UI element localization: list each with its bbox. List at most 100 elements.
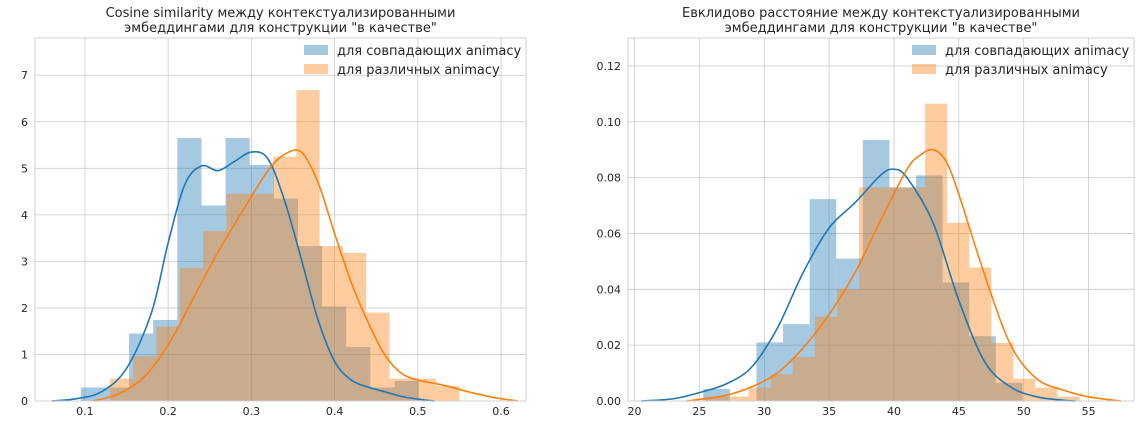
histogram-bar [858, 187, 881, 401]
y-tick-label: 2 [21, 302, 28, 315]
histogram-bar [792, 356, 815, 401]
histogram-bar [319, 246, 343, 401]
histogram-bar [346, 347, 371, 401]
x-tick-label: 45 [952, 405, 966, 418]
chart-panel-1: 20 25 30 35 40 45 50 55 0.00 0.02 0.04 0.06 0.08 0.10… [597, 6, 1135, 418]
plot-frame [34, 37, 527, 402]
x-tick-label: 0.2 [159, 405, 177, 418]
series-bars-0 [80, 138, 419, 402]
y-tick-label: 0.04 [597, 283, 622, 296]
histogram-bar [947, 222, 970, 401]
histogram-bar [322, 306, 347, 401]
histogram-bar [836, 289, 859, 401]
legend-swatch [912, 64, 936, 74]
kde-line-1 [686, 148, 1122, 402]
plot-frame [627, 37, 1135, 402]
histogram-bar [783, 324, 810, 401]
y-tick-label: 7 [21, 69, 28, 82]
histogram-bar [297, 246, 323, 401]
x-tick-label: 0.6 [492, 405, 510, 418]
series-bars-1 [704, 103, 1080, 401]
y-tick-label: 0.10 [597, 116, 622, 129]
x-tick-label: 40 [887, 405, 901, 418]
x-tick-label: 55 [1082, 405, 1096, 418]
histogram-bar [1057, 396, 1080, 401]
histogram-bar [881, 187, 904, 401]
kde-line-1 [93, 149, 518, 402]
histogram-bar [942, 282, 970, 401]
histogram-bar [925, 103, 948, 401]
series-bars-0 [703, 139, 1023, 401]
histogram-bar [814, 316, 837, 401]
legend-swatch [304, 64, 328, 74]
chart-title-line: эмбеддингами для конструкции "в качестве… [725, 21, 1038, 36]
histogram-bar [296, 90, 320, 401]
y-tick-label: 6 [21, 116, 28, 129]
histogram-bar [969, 336, 996, 401]
histogram-bar [179, 267, 204, 401]
x-tick-label: 20 [627, 405, 641, 418]
chart-title-line: Евклидово расстояние между контекстуализ… [682, 6, 1080, 21]
histogram-bar [249, 165, 274, 401]
histogram-bar [129, 333, 154, 401]
legend-label: для совпадающих animacy [337, 44, 521, 59]
x-tick-label: 0.3 [243, 405, 261, 418]
histogram-bar [201, 205, 226, 401]
histogram-bar [991, 342, 1014, 401]
histogram-bar [342, 253, 367, 401]
histogram-bar [177, 138, 202, 402]
x-tick-label: 0.4 [326, 405, 344, 418]
y-tick-label: 0.08 [597, 172, 622, 185]
kde-line-0 [640, 168, 1076, 402]
series-bars-1 [109, 90, 460, 401]
histogram-bar [225, 138, 250, 402]
y-tick-label: 0.00 [597, 395, 622, 408]
legend-swatch [912, 45, 936, 55]
histogram-bar [226, 193, 250, 401]
histogram-bar [412, 378, 437, 401]
y-tick-label: 5 [21, 162, 28, 175]
x-tick-label: 50 [1017, 405, 1031, 418]
histogram-bar [862, 139, 890, 401]
chart-title-line: эмбеддингами для конструкции "в качестве… [124, 21, 437, 36]
legend-label: для различных animacy [945, 63, 1108, 78]
y-tick-label: 0.12 [597, 60, 622, 73]
legend: для совпадающих animacy для различных ani… [912, 44, 1129, 78]
histogram-bar [436, 386, 460, 401]
histogram-bar [203, 231, 227, 401]
y-tick-label: 3 [21, 255, 28, 268]
x-tick-label: 35 [822, 405, 836, 418]
chart-title-line: Cosine similarity между контекстуализиро… [106, 6, 456, 21]
histogram-bar [273, 156, 297, 401]
y-tick-label: 0.02 [597, 339, 622, 352]
histogram-bar [133, 356, 157, 401]
histogram-bar [156, 326, 180, 401]
histogram-bar [889, 187, 917, 401]
histogram-bar [969, 267, 992, 401]
histogram-bar [704, 396, 727, 401]
x-tick-label: 25 [692, 405, 706, 418]
legend-label: для различных animacy [337, 63, 500, 78]
histogram-bar [370, 387, 395, 401]
y-tick-label: 1 [21, 348, 28, 361]
histogram-bar [770, 374, 793, 401]
chart-panel-0: 0.1 0.2 0.3 0.4 0.5 0.6 0 1 2 3 4 5 6 7 Cosine similar… [21, 6, 527, 418]
histogram-bar [726, 396, 749, 401]
histogram-bar [249, 193, 274, 401]
histogram-bar [366, 312, 390, 401]
histogram-bar [748, 387, 771, 401]
histogram-bar [995, 382, 1023, 401]
legend: для совпадающих animacy для различных ani… [304, 44, 521, 78]
x-tick-label: 30 [757, 405, 771, 418]
y-tick-label: 4 [21, 209, 28, 222]
histogram-bar [109, 378, 134, 401]
kde-line-0 [51, 151, 435, 402]
legend-swatch [304, 45, 328, 55]
legend-label: для совпадающих animacy [945, 44, 1129, 59]
histogram-bar [809, 199, 837, 401]
x-tick-label: 0.1 [76, 405, 94, 418]
histogram-bar [903, 187, 926, 401]
x-tick-label: 0.5 [409, 405, 427, 418]
